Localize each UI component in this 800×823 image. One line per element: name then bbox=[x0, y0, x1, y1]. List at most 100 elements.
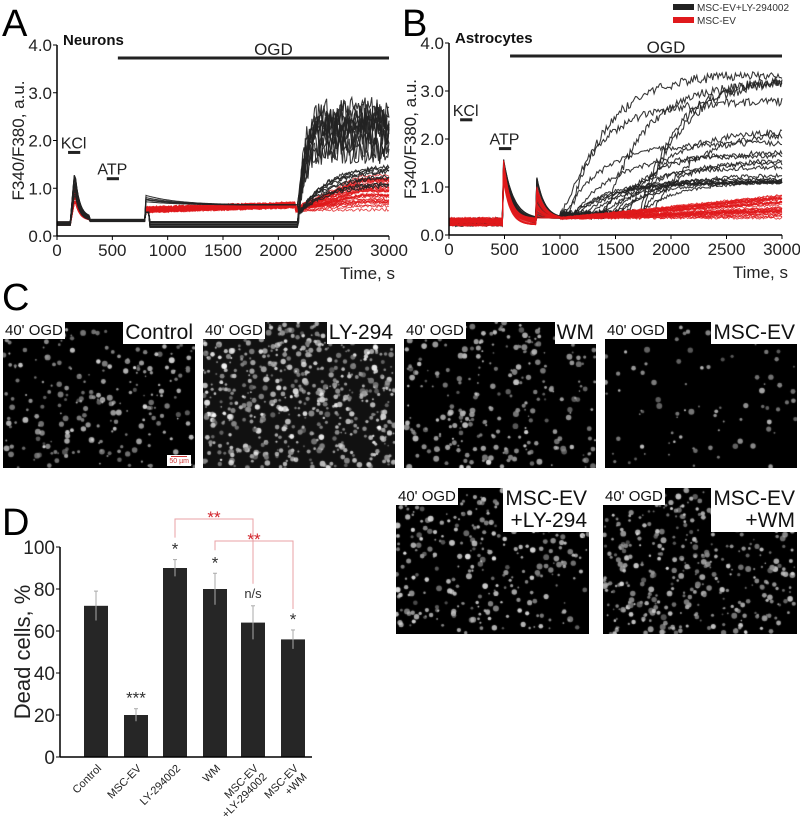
x-tick-label: 1500 bbox=[204, 241, 242, 260]
y-tick-label: 1.0 bbox=[28, 179, 52, 198]
micrograph: 40' OGD MSC-EV bbox=[605, 322, 797, 468]
ogd-label: OGD bbox=[647, 38, 686, 57]
category-label: LY-294002 bbox=[138, 763, 183, 808]
ogd-label: OGD bbox=[254, 40, 293, 59]
scale-bar-label: 50 µm bbox=[169, 458, 189, 465]
significance-label: * bbox=[212, 553, 219, 572]
bar bbox=[163, 568, 187, 757]
bar bbox=[241, 622, 265, 757]
category-label: WM bbox=[201, 763, 223, 785]
micrograph-image bbox=[605, 322, 797, 468]
condition-time-label: 40' OGD bbox=[396, 488, 458, 505]
y-tick-label: 4.0 bbox=[28, 36, 52, 55]
y-tick-label: 4.0 bbox=[420, 34, 444, 53]
significance-label: n/s bbox=[244, 586, 262, 601]
micrograph-image bbox=[404, 322, 596, 468]
trace-msc-ev bbox=[57, 189, 390, 223]
legend-swatch bbox=[673, 4, 694, 10]
category-label-line: WM bbox=[201, 763, 223, 785]
y-tick-label: 80 bbox=[34, 580, 55, 601]
panel-label-d: D bbox=[2, 502, 29, 544]
condition-time-label: 40' OGD bbox=[605, 322, 667, 339]
trace-msc-ev bbox=[448, 167, 783, 227]
x-tick-label: 500 bbox=[490, 240, 518, 259]
y-tick-label: 3.0 bbox=[420, 82, 444, 101]
scale-bar: 50 µm bbox=[167, 455, 191, 466]
panel-label-c: C bbox=[2, 277, 29, 319]
kcl-label: KCl bbox=[453, 103, 479, 120]
bracket-label: ** bbox=[207, 508, 221, 527]
condition-time-label: 40' OGD bbox=[603, 488, 665, 505]
category-label-line: MSC-EV bbox=[105, 762, 144, 801]
significance-label: * bbox=[290, 610, 297, 629]
y-tick-label: 20 bbox=[34, 706, 55, 727]
chart-title: Neurons bbox=[63, 32, 124, 49]
legend-swatch bbox=[673, 17, 694, 23]
x-tick-label: 1500 bbox=[597, 240, 635, 259]
y-tick-label: 0.0 bbox=[420, 226, 444, 245]
chart-title: Astrocytes bbox=[455, 30, 533, 47]
x-tick-label: 500 bbox=[98, 241, 126, 260]
x-tick-label: 1000 bbox=[149, 241, 187, 260]
x-tick-label: 0 bbox=[52, 241, 61, 260]
condition-time-label: 40' OGD bbox=[3, 322, 65, 339]
x-tick-label: 3000 bbox=[763, 240, 800, 259]
treatment-label-line: MSC-EV bbox=[713, 488, 795, 510]
x-tick-label: 1000 bbox=[541, 240, 579, 259]
category-label-line: Control bbox=[71, 763, 105, 797]
y-axis-label: F340/F380, a.u. bbox=[9, 80, 28, 200]
treatment-label: WM bbox=[554, 322, 596, 344]
category-label: MSC-EV bbox=[105, 762, 144, 801]
legend-label: MSC-EV bbox=[697, 16, 736, 27]
trace-msc-ev-ly bbox=[57, 105, 390, 225]
x-tick-label: 2500 bbox=[708, 240, 746, 259]
x-tick-label: 2500 bbox=[315, 241, 353, 260]
micrograph: 40' OGD MSC-EV +LY-294 bbox=[396, 488, 589, 634]
treatment-label: MSC-EV bbox=[711, 322, 797, 344]
treatment-label: Control bbox=[123, 322, 195, 344]
x-axis-label: Time, s bbox=[340, 264, 395, 283]
treatment-label-line: Control bbox=[125, 322, 193, 344]
x-tick-label: 3000 bbox=[370, 241, 408, 260]
chart-astrocytes: 0.0 1.0 2.0 3.0 4.0 0 500 1000 1500 2000 2500 3000 T… bbox=[401, 3, 800, 282]
y-axis-label: Dead cells, % bbox=[10, 585, 35, 720]
significance-label: *** bbox=[126, 689, 146, 708]
chart-dead-cells: Control***MSC-EV*LY-294002*WMn/sMSC-EV+L… bbox=[10, 508, 312, 821]
micrograph: 40' OGD LY-294 bbox=[203, 322, 395, 468]
bar bbox=[124, 715, 148, 757]
micrograph-image bbox=[203, 322, 395, 468]
atp-label: ATP bbox=[97, 162, 127, 179]
condition-time-label: 40' OGD bbox=[203, 322, 265, 339]
y-tick-label: 2.0 bbox=[28, 132, 52, 151]
condition-time-label: 40' OGD bbox=[404, 322, 466, 339]
bar bbox=[281, 639, 305, 757]
category-label: MSC-EV+WM bbox=[262, 762, 310, 810]
y-tick-label: 40 bbox=[34, 664, 55, 685]
y-tick-label: 60 bbox=[34, 622, 55, 643]
treatment-label: LY-294 bbox=[326, 322, 395, 344]
x-tick-label: 2000 bbox=[652, 240, 690, 259]
micrograph: 40' OGD Control 50 µm bbox=[3, 322, 195, 468]
x-tick-label: 2000 bbox=[259, 241, 297, 260]
kcl-label: KCl bbox=[61, 135, 87, 152]
treatment-label-line: WM bbox=[556, 322, 594, 344]
bar bbox=[84, 605, 108, 757]
panel-label-a: A bbox=[2, 3, 28, 45]
y-tick-label: 1.0 bbox=[420, 178, 444, 197]
bar bbox=[203, 589, 227, 757]
micrograph: 40' OGD WM bbox=[404, 322, 596, 468]
treatment-label-line: +WM bbox=[745, 509, 795, 532]
significance-label: * bbox=[172, 540, 179, 559]
y-tick-label: 100 bbox=[23, 538, 55, 559]
bracket-label: ** bbox=[247, 530, 261, 549]
trace-msc-ev-ly bbox=[57, 135, 390, 228]
treatment-label: MSC-EV +LY-294 bbox=[503, 488, 589, 532]
y-tick-label: 3.0 bbox=[28, 84, 52, 103]
significance-bracket bbox=[214, 540, 294, 609]
category-label: Control bbox=[71, 763, 105, 797]
treatment-label-line: MSC-EV bbox=[505, 488, 587, 510]
chart-neurons: 0.0 1.0 2.0 3.0 4.0 0 500 1000 1500 2000 2500 3000 T… bbox=[9, 32, 408, 283]
category-label-line: LY-294002 bbox=[138, 763, 183, 808]
legend-label: MSC-EV+LY-294002 bbox=[697, 3, 789, 14]
